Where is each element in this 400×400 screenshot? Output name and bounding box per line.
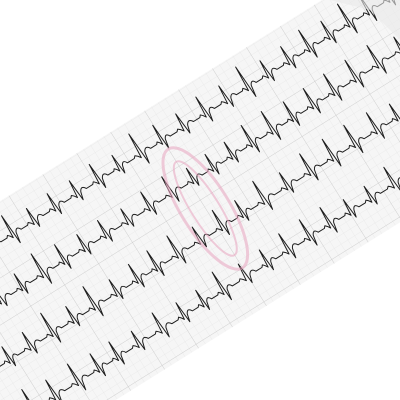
ecg-trace-strip-2 bbox=[0, 3, 400, 349]
ecg-trace-strip-3 bbox=[0, 49, 400, 395]
ecg-trace-strip-4 bbox=[0, 93, 400, 400]
ecg-trace-strip-1 bbox=[0, 0, 400, 306]
watermark-stamp bbox=[161, 146, 250, 271]
top-right-shadow bbox=[330, 0, 400, 40]
